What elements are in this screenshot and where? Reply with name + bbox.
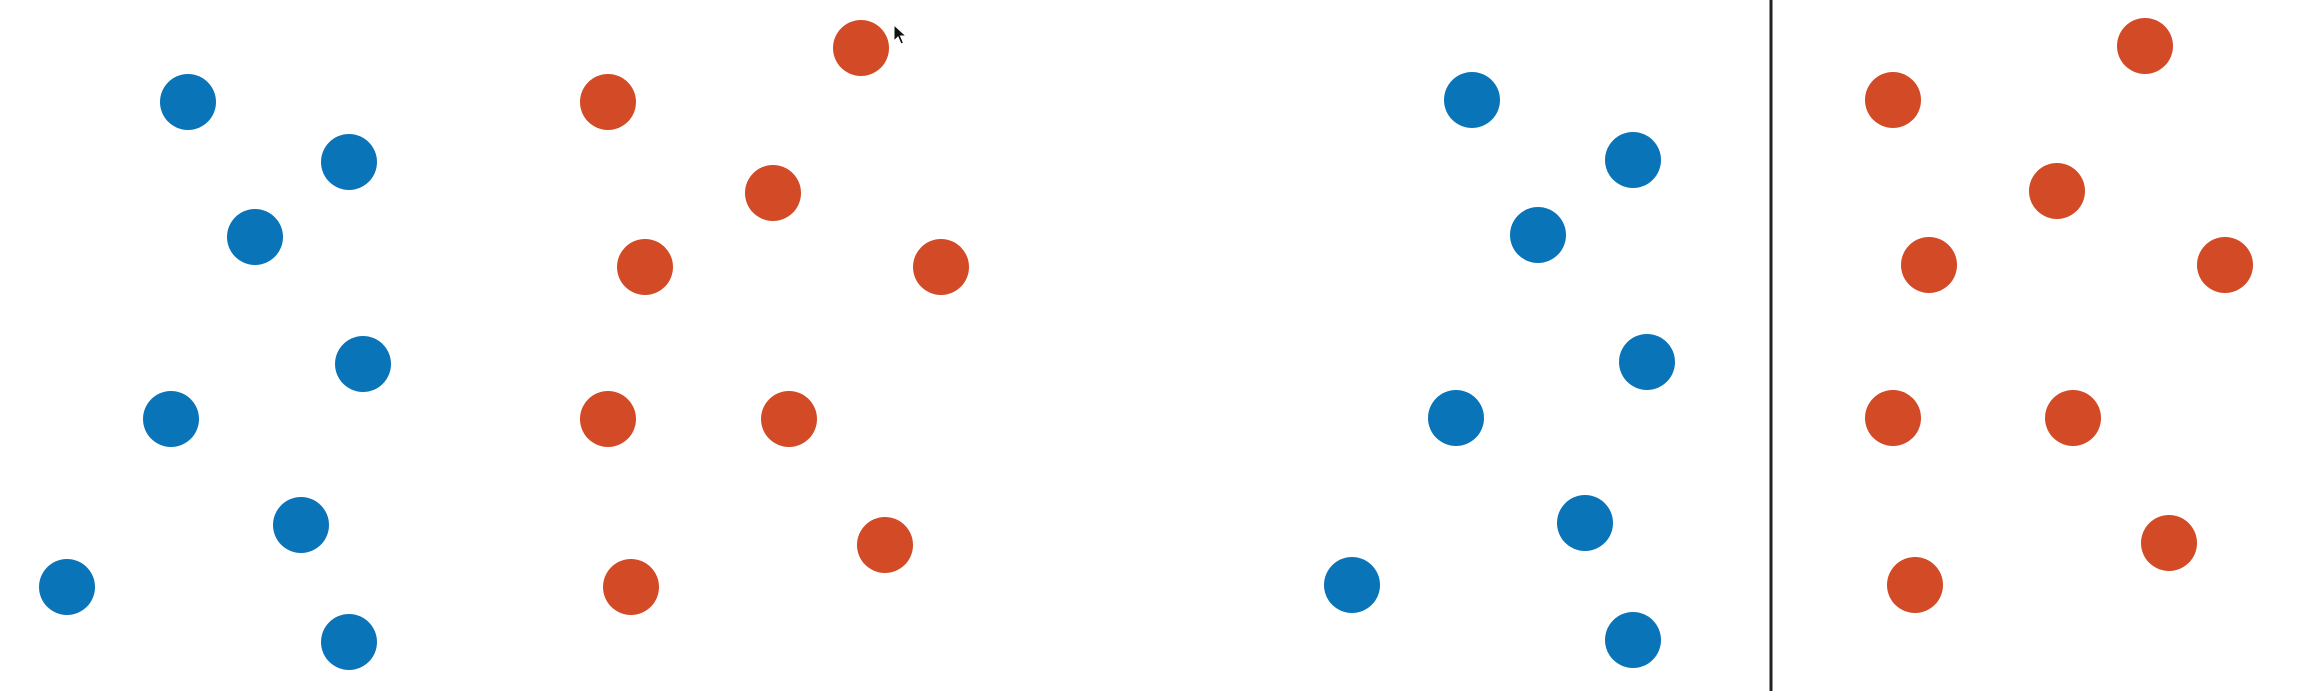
red-data-point (2117, 18, 2173, 74)
red-data-point (745, 165, 801, 221)
blue-data-point (335, 336, 391, 392)
red-data-point (2141, 515, 2197, 571)
red-data-point (2029, 163, 2085, 219)
blue-data-point (321, 134, 377, 190)
blue-data-point (1444, 72, 1500, 128)
blue-data-point (1324, 557, 1380, 613)
red-data-point (603, 559, 659, 615)
blue-data-point (321, 614, 377, 670)
blue-data-point (1557, 495, 1613, 551)
blue-data-point (143, 391, 199, 447)
blue-data-point (1510, 207, 1566, 263)
blue-data-point (1619, 334, 1675, 390)
blue-data-point (39, 559, 95, 615)
right-panel (1324, 18, 2253, 668)
left-panel (39, 20, 969, 670)
red-data-point (833, 20, 889, 76)
red-data-point (913, 239, 969, 295)
red-data-point (580, 74, 636, 130)
red-data-point (761, 391, 817, 447)
red-data-point (2045, 390, 2101, 446)
mouse-pointer-icon (893, 23, 908, 45)
blue-data-point (1428, 390, 1484, 446)
red-data-point (617, 239, 673, 295)
red-data-point (1887, 557, 1943, 613)
red-data-point (1865, 390, 1921, 446)
red-data-point (1865, 72, 1921, 128)
blue-data-point (227, 209, 283, 265)
blue-data-point (1605, 132, 1661, 188)
red-data-point (580, 391, 636, 447)
red-data-point (857, 517, 913, 573)
red-data-point (1901, 237, 1957, 293)
blue-data-point (1605, 612, 1661, 668)
blue-data-point (160, 74, 216, 130)
blue-data-point (273, 497, 329, 553)
red-data-point (2197, 237, 2253, 293)
